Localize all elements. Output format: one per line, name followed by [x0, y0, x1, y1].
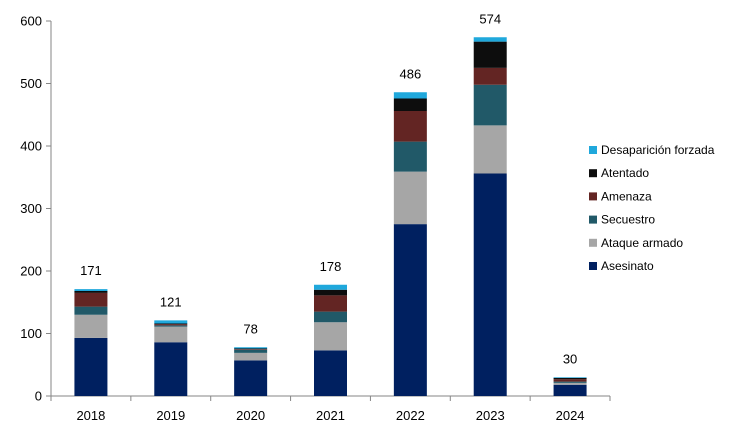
bar-segment-secuestro [393, 141, 427, 172]
bar-stack-2024 [553, 377, 587, 396]
legend-item: Ataque armado [589, 236, 683, 250]
bar-segment-amenaza [553, 379, 587, 382]
y-tick-label: 200 [20, 264, 42, 279]
bar-segment-secuestro [74, 306, 108, 315]
bar-segment-atentado [473, 41, 507, 68]
bar-segment-amenaza [234, 349, 268, 350]
bar-segment-asesinato [314, 350, 347, 396]
legend-item: Amenaza [589, 189, 652, 203]
bar-segment-asesinato [553, 384, 587, 396]
bar-segment-secuestro [473, 84, 507, 126]
bar-stack-2023 [473, 37, 507, 396]
bar-segment-ataque-armado [74, 314, 108, 338]
legend-label: Desaparición forzada [601, 143, 715, 157]
bar-segment-desaparicion-forzada [473, 37, 507, 42]
bar-total-label: 121 [160, 294, 182, 309]
legend-swatch [589, 169, 597, 178]
bar-segment-desaparicion-forzada [74, 289, 108, 291]
bar-segment-atentado [393, 98, 427, 111]
bar-segment-amenaza [74, 292, 108, 307]
bar-segment-atentado [234, 348, 268, 350]
bar-total-label: 178 [320, 259, 342, 274]
legend-swatch [589, 215, 597, 224]
bar-segment-desaparicion-forzada [234, 347, 268, 349]
bar-total-label: 171 [80, 263, 102, 278]
bar-segment-amenaza [393, 111, 427, 142]
bar-segment-ataque-armado [393, 171, 427, 225]
bar-segment-secuestro [314, 311, 347, 323]
legend-item: Atentado [589, 166, 649, 180]
bar-segment-atentado [314, 289, 347, 296]
legend-label: Ataque armado [601, 236, 683, 250]
y-tick-label: 0 [35, 389, 42, 404]
y-tick-label: 400 [20, 139, 42, 154]
legend-swatch [589, 238, 597, 247]
bar-segment-atentado [74, 291, 108, 293]
legend-swatch [589, 262, 597, 270]
bar-segment-asesinato [234, 360, 268, 396]
bar-segment-secuestro [154, 325, 188, 327]
legend-label: Secuestro [601, 213, 655, 227]
bar-segment-ataque-armado [234, 352, 268, 361]
y-tick-label: 300 [20, 201, 42, 216]
bar-segment-asesinato [74, 337, 108, 396]
bar-segment-desaparicion-forzada [154, 320, 188, 324]
bar-total-label: 486 [400, 66, 422, 81]
bar-segment-ataque-armado [473, 125, 507, 174]
bar-segment-ataque-armado [154, 326, 188, 343]
x-tick-label: 2021 [316, 408, 345, 423]
legend: Desaparición forzada Atentado Amenaza Secue… [589, 143, 715, 273]
x-tick-label: 2023 [476, 408, 505, 423]
bar-segment-ataque-armado [314, 322, 347, 351]
bar-stack-2019 [154, 320, 188, 396]
bar-stack-2018 [74, 289, 108, 396]
bar-total-label: 574 [479, 11, 501, 26]
bar-stack-2022 [393, 92, 427, 396]
bar-segment-desaparicion-forzada [553, 377, 587, 378]
bar-segment-asesinato [393, 224, 427, 396]
bar-segment-desaparicion-forzada [314, 284, 347, 290]
legend-label: Asesinato [601, 259, 654, 273]
bar-segment-amenaza [473, 67, 507, 85]
y-axis: 0 100 200 300 400 500 600 [20, 14, 52, 404]
x-tick-label: 2019 [156, 408, 185, 423]
bar-segment-secuestro [553, 381, 587, 383]
bar-segment-amenaza [314, 295, 347, 312]
legend-label: Atentado [601, 166, 649, 180]
legend-swatch [589, 146, 597, 154]
bar-total-label: 30 [563, 351, 577, 366]
bar-totals: 171 121 78 178 486 574 30 [80, 11, 577, 366]
x-tick-label: 2024 [556, 408, 585, 423]
legend-label: Amenaza [601, 189, 652, 203]
bars [74, 37, 587, 396]
bar-segment-desaparicion-forzada [393, 92, 427, 99]
bar-segment-amenaza [154, 324, 188, 326]
bar-segment-asesinato [473, 173, 507, 396]
y-tick-label: 100 [20, 326, 42, 341]
y-tick-label: 600 [20, 14, 42, 29]
x-axis: 2018 2019 2020 2021 2022 2023 2024 [50, 395, 611, 423]
legend-swatch [589, 192, 597, 201]
bar-stack-2021 [314, 284, 347, 396]
bar-total-label: 78 [243, 321, 257, 336]
legend-item: Secuestro [589, 213, 655, 227]
bar-segment-asesinato [154, 342, 188, 396]
bar-segment-secuestro [234, 349, 268, 353]
x-tick-label: 2022 [396, 408, 425, 423]
x-tick-label: 2020 [236, 408, 265, 423]
bar-segment-atentado [553, 377, 587, 380]
bar-segment-atentado [154, 323, 188, 325]
bar-segment-ataque-armado [553, 382, 587, 385]
legend-item: Asesinato [589, 259, 654, 273]
legend-item: Desaparición forzada [589, 143, 715, 157]
x-tick-label: 2018 [76, 408, 105, 423]
bar-stack-2020 [234, 347, 268, 396]
y-tick-label: 500 [20, 76, 42, 91]
